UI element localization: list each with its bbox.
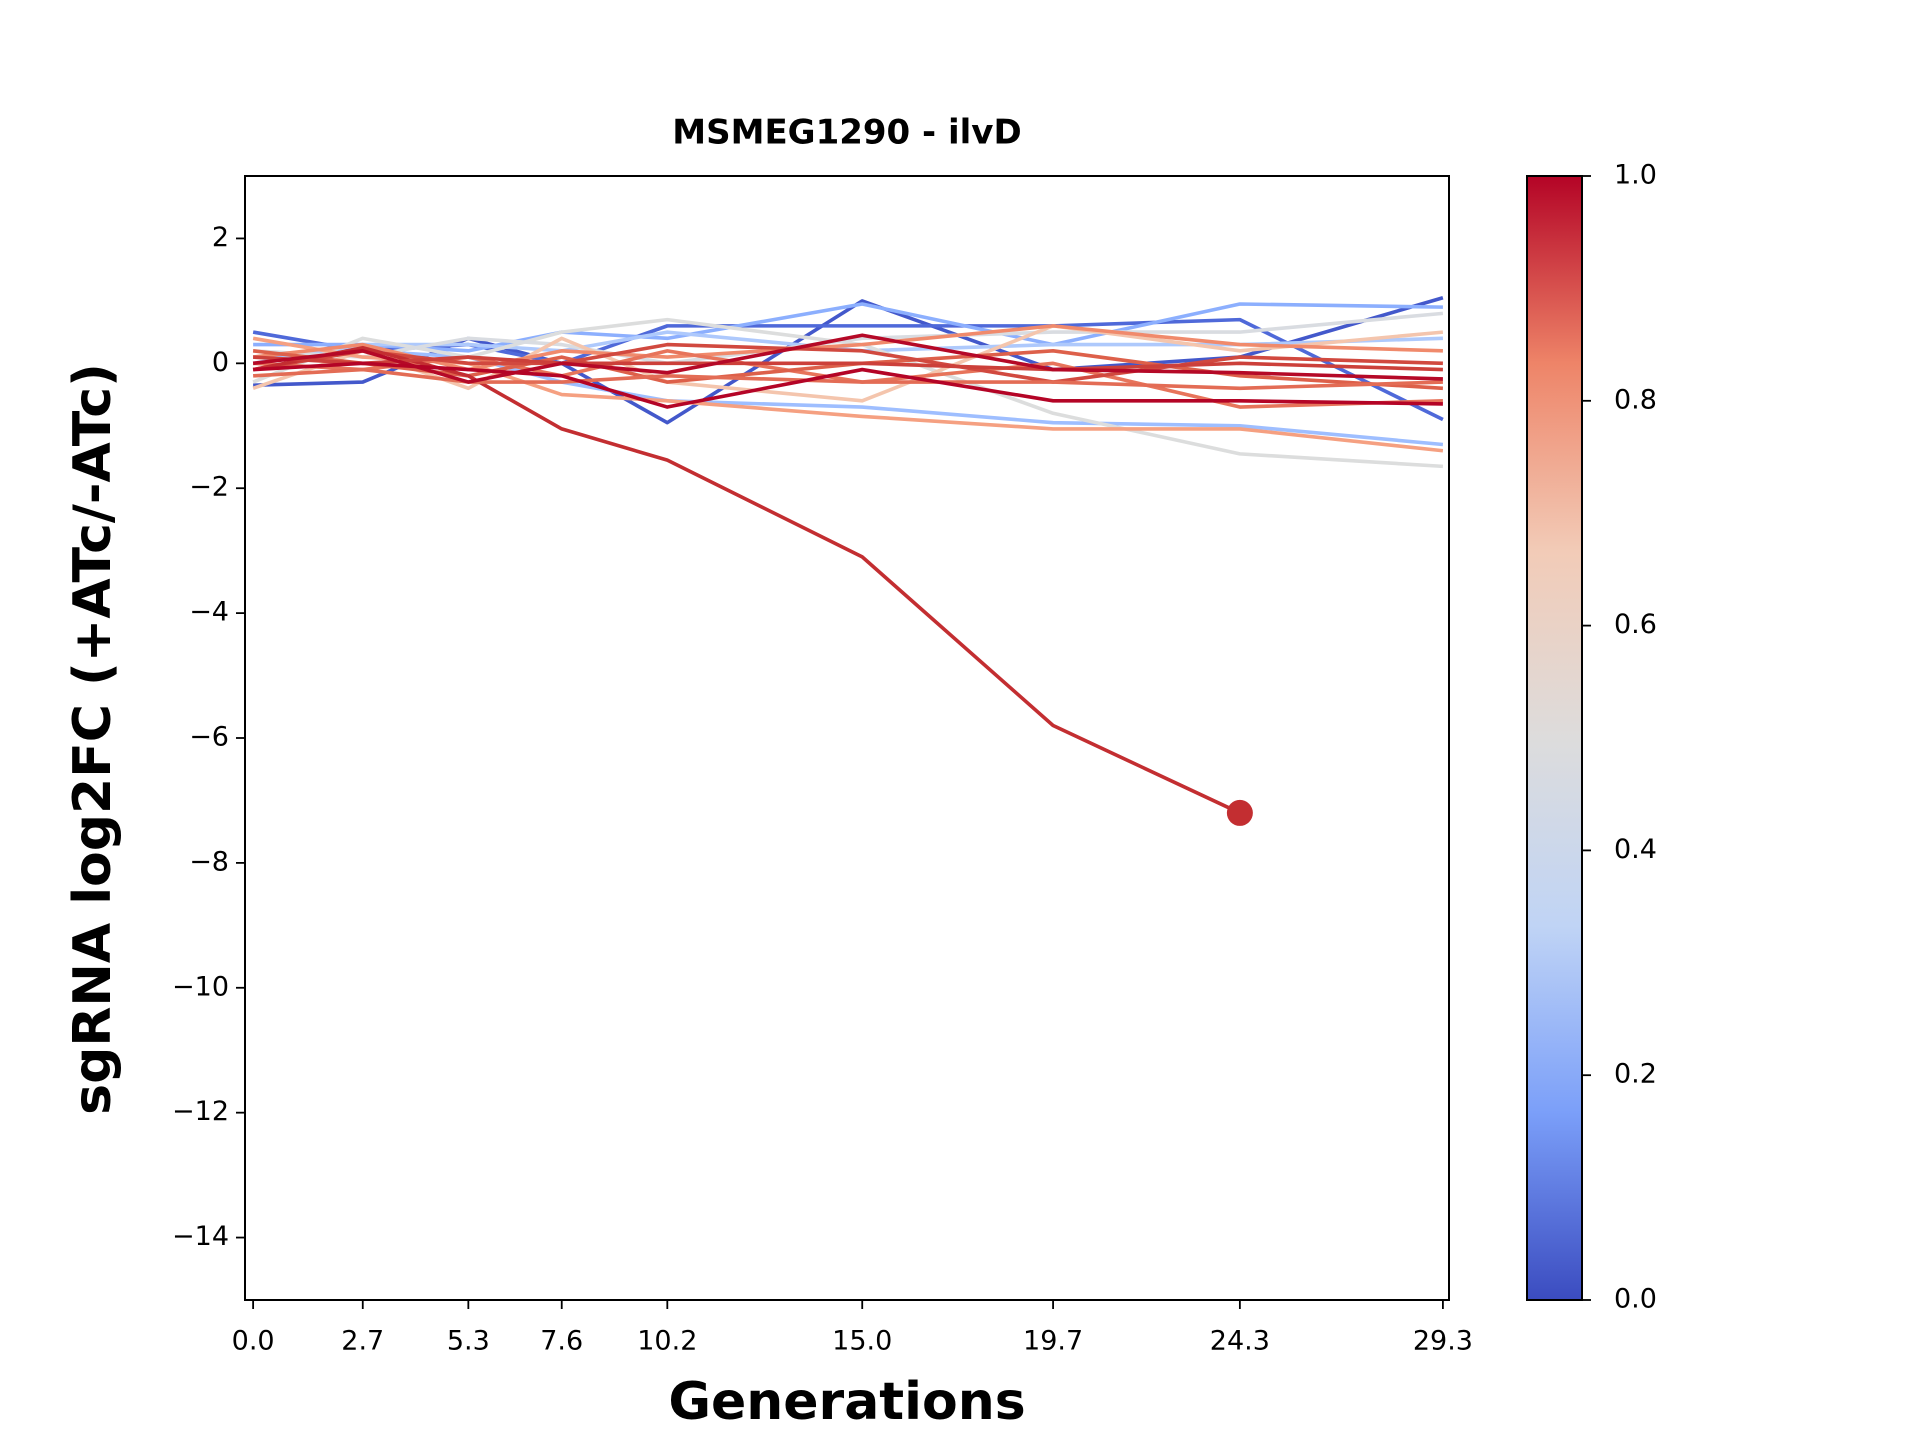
colorbar-tick-label: 0.8 [1614, 384, 1657, 415]
x-tick-label: 29.3 [1413, 1326, 1473, 1357]
y-tick-label: 2 [212, 222, 229, 253]
y-axis-label: sgRNA log2FC (+ATc/-ATc) [63, 363, 123, 1115]
series-line [253, 302, 1443, 353]
series-line [253, 361, 1443, 409]
series-line [252, 349, 1444, 391]
x-tick-label: 2.7 [341, 1326, 384, 1357]
colorbar-tick-label: 0.4 [1614, 834, 1657, 865]
y-tick-label: −12 [172, 1096, 229, 1127]
x-tick-label: 24.3 [1210, 1326, 1270, 1357]
colorbar-tick-label: 0.6 [1614, 609, 1657, 640]
y-tick-label: −2 [189, 472, 229, 503]
chart-title: MSMEG1290 - ilvD [672, 113, 1021, 153]
series-line [252, 345, 1241, 815]
x-tick-label: 15.0 [832, 1326, 892, 1357]
x-tick-label: 10.2 [637, 1326, 697, 1357]
x-tick-label: 5.3 [447, 1326, 490, 1357]
colorbar [1526, 175, 1583, 1301]
x-tick-label: 7.6 [540, 1326, 583, 1357]
y-tick-label: −10 [172, 971, 229, 1002]
x-axis-label: Generations [668, 1372, 1025, 1432]
colorbar-tick-label: 1.0 [1614, 160, 1657, 191]
end-marker [1226, 799, 1253, 826]
y-tick-label: 0 [212, 347, 229, 378]
x-tick-label: 19.7 [1023, 1326, 1083, 1357]
series-line [252, 317, 1444, 469]
series-line [252, 317, 1444, 422]
series-line [252, 336, 1444, 453]
y-tick-label: −8 [189, 846, 229, 877]
y-tick-label: −14 [172, 1221, 229, 1252]
x-tick-label: 0.0 [232, 1326, 275, 1357]
colorbar-tick-label: 0.2 [1614, 1059, 1657, 1090]
colorbar-tick-label: 0.0 [1614, 1284, 1657, 1315]
y-tick-label: −4 [189, 597, 229, 628]
series-line [253, 367, 1443, 391]
series-line [252, 324, 1443, 372]
series-line [252, 333, 1443, 384]
y-tick-label: −6 [189, 722, 229, 753]
